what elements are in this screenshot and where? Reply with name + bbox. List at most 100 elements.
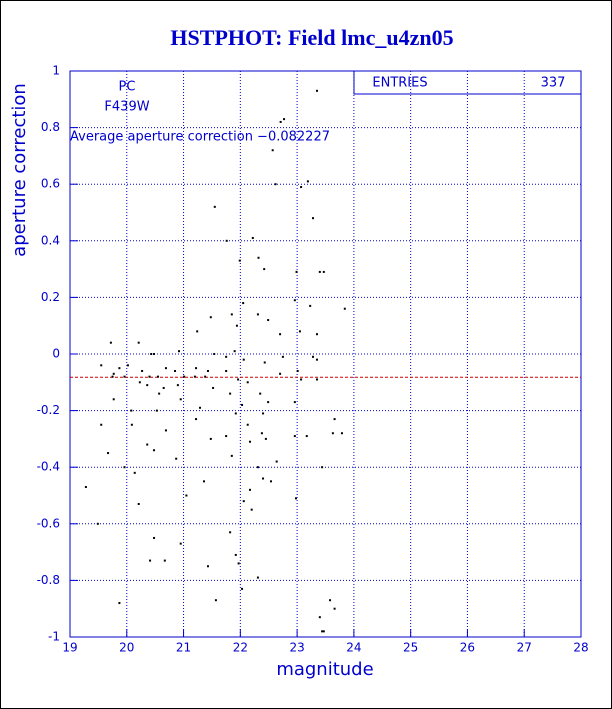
point <box>164 429 167 432</box>
point <box>263 268 266 271</box>
point <box>279 120 282 123</box>
point <box>306 180 309 183</box>
point <box>158 392 161 395</box>
point <box>256 576 259 579</box>
y-tick-label: -0.2 <box>37 403 60 417</box>
point <box>112 398 115 401</box>
point <box>155 409 158 412</box>
point <box>214 599 217 602</box>
point <box>164 367 167 370</box>
point <box>300 378 303 381</box>
point <box>251 236 254 239</box>
x-tick-label: 26 <box>460 641 475 655</box>
point <box>146 384 149 387</box>
point <box>262 412 265 415</box>
point <box>275 460 278 463</box>
point <box>213 205 216 208</box>
point <box>248 440 251 443</box>
x-tick-label: 20 <box>119 641 134 655</box>
point <box>315 358 318 361</box>
point <box>175 457 178 460</box>
y-tick-label: -0.8 <box>37 573 60 587</box>
point <box>229 531 232 534</box>
y-axis-label: aperture correction <box>9 83 30 257</box>
point <box>262 477 265 480</box>
point <box>321 466 324 469</box>
point <box>137 502 140 505</box>
point <box>202 480 205 483</box>
point <box>206 565 209 568</box>
x-tick-label: 19 <box>62 641 77 655</box>
point <box>230 454 233 457</box>
y-tick-label: -0.4 <box>37 460 60 474</box>
point <box>229 392 232 395</box>
point <box>100 423 103 426</box>
point <box>321 630 324 633</box>
x-tick-label: 21 <box>176 641 191 655</box>
point <box>225 369 228 372</box>
point <box>241 587 244 590</box>
point <box>322 270 325 273</box>
point <box>271 149 274 152</box>
point <box>242 500 245 503</box>
annotation: Average aperture correction −0.082227 <box>70 130 330 145</box>
point <box>269 480 272 483</box>
stats-label: ENTRIES <box>372 76 427 91</box>
x-tick-label: 22 <box>233 641 248 655</box>
point <box>176 384 179 387</box>
point <box>293 435 296 438</box>
point <box>315 89 318 92</box>
point <box>241 403 244 406</box>
point <box>230 313 233 316</box>
point <box>118 602 121 605</box>
point <box>296 369 299 372</box>
point <box>263 361 266 364</box>
plot-frame <box>69 70 582 638</box>
x-axis-label: magnitude <box>276 659 373 680</box>
point <box>300 186 303 189</box>
point <box>84 486 87 489</box>
point <box>256 466 259 469</box>
point <box>294 497 297 500</box>
point <box>242 358 245 361</box>
point <box>199 406 202 409</box>
point <box>305 435 308 438</box>
point <box>123 466 126 469</box>
point <box>234 412 237 415</box>
x-tick-label: 28 <box>573 641 588 655</box>
point <box>185 494 188 497</box>
point <box>149 559 152 562</box>
point <box>331 432 334 435</box>
point <box>295 270 298 273</box>
point <box>212 386 215 389</box>
x-tick-label: 27 <box>517 641 532 655</box>
point <box>193 375 196 378</box>
point <box>298 330 301 333</box>
point <box>130 409 133 412</box>
point <box>238 259 241 262</box>
point <box>283 118 286 121</box>
point <box>174 369 177 372</box>
point <box>146 443 149 446</box>
point <box>250 508 253 511</box>
point <box>141 369 144 372</box>
point <box>183 375 186 378</box>
point <box>100 364 103 367</box>
y-tick-label: -1 <box>48 630 60 644</box>
point <box>153 536 156 539</box>
point <box>162 386 165 389</box>
y-tick-label: 0.2 <box>41 290 60 304</box>
point <box>109 341 112 344</box>
point <box>179 398 182 401</box>
point <box>248 488 251 491</box>
chart-title: HSTPHOT: Field lmc_u4zn05 <box>170 25 453 50</box>
point <box>213 353 216 355</box>
point <box>133 471 136 474</box>
point <box>178 350 181 353</box>
point <box>148 375 151 378</box>
point <box>279 372 282 375</box>
point <box>195 367 198 370</box>
point <box>315 333 318 336</box>
